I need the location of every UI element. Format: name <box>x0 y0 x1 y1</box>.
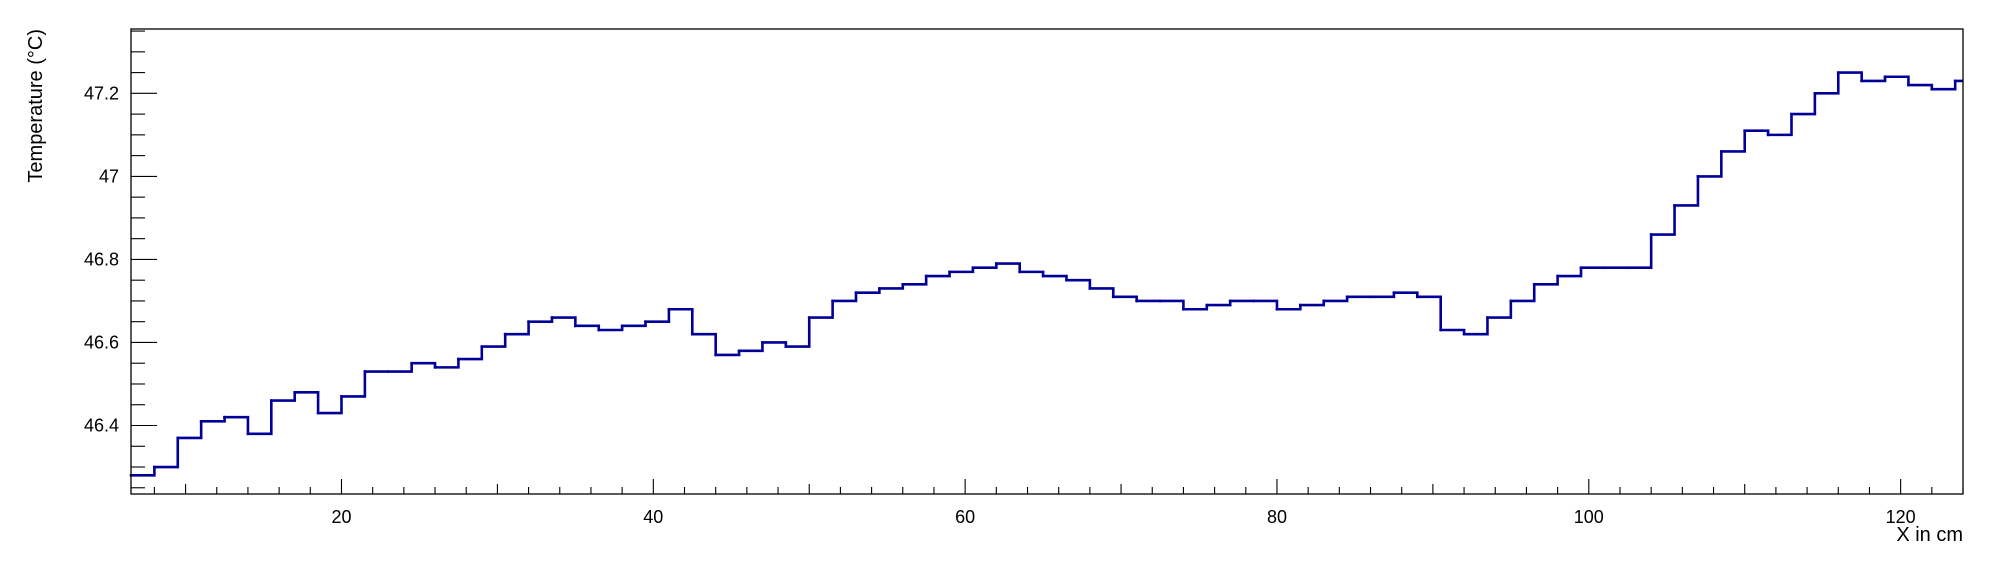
data-point <box>480 345 484 349</box>
data-point <box>901 282 905 286</box>
y-tick-label: 46.8 <box>84 249 119 269</box>
data-point <box>1462 332 1466 336</box>
x-tick-label: 100 <box>1574 507 1604 527</box>
data-point <box>1275 307 1279 311</box>
series-layer <box>129 71 1963 477</box>
data-point <box>1860 79 1864 83</box>
data-point <box>176 436 180 440</box>
data-point <box>1719 150 1723 153</box>
y-tick-label: 47 <box>99 166 119 186</box>
data-point <box>1696 174 1700 178</box>
data-point <box>1345 295 1349 299</box>
data-point <box>1135 299 1139 303</box>
data-point <box>1205 303 1209 307</box>
y-axis-tick-labels: 46.4 46.6 46.8 47 47.2 <box>84 83 119 435</box>
data-point <box>1953 79 1957 83</box>
x-tick-label: 120 <box>1886 507 1916 527</box>
data-point <box>386 370 390 373</box>
y-axis-ticks <box>131 30 157 489</box>
data-point <box>1369 295 1372 299</box>
x-axis-ticks <box>153 479 1964 494</box>
data-point <box>1673 204 1676 207</box>
x-tick-label: 60 <box>955 507 975 527</box>
data-point <box>363 370 367 373</box>
data-point <box>1626 266 1630 270</box>
data-point <box>761 341 764 344</box>
data-point <box>1439 328 1443 332</box>
x-tick-label: 20 <box>331 507 351 527</box>
series-line-0 <box>131 71 1963 477</box>
data-point <box>1298 303 1302 307</box>
data-point <box>433 365 437 369</box>
data-point <box>1579 266 1583 270</box>
data-point <box>1766 133 1770 137</box>
data-point <box>994 262 998 265</box>
data-point <box>1065 278 1068 282</box>
data-point <box>807 316 811 319</box>
data-point <box>340 395 343 398</box>
data-point <box>1322 299 1326 303</box>
data-point <box>199 419 203 423</box>
data-point <box>1088 287 1092 290</box>
y-tick-label: 46.4 <box>84 415 119 435</box>
data-point <box>316 411 320 415</box>
data-point <box>1532 282 1536 286</box>
data-point <box>573 324 577 328</box>
data-point <box>924 274 928 278</box>
data-point <box>1649 233 1653 236</box>
data-point <box>644 320 647 324</box>
data-point <box>527 320 530 324</box>
data-point <box>877 287 881 290</box>
data-point <box>854 291 858 295</box>
data-point <box>1158 299 1162 303</box>
data-point <box>597 328 601 332</box>
data-point <box>1228 299 1232 303</box>
x-tick-label: 80 <box>1267 507 1287 527</box>
y-tick-label: 47.2 <box>84 83 119 103</box>
x-tick-label: 40 <box>643 507 663 527</box>
data-point <box>784 345 788 349</box>
data-point <box>667 307 671 311</box>
data-point <box>550 316 554 319</box>
data-point <box>152 465 156 469</box>
data-point <box>1743 129 1747 133</box>
data-point <box>1883 75 1887 79</box>
data-point <box>223 415 226 419</box>
data-point <box>1111 295 1115 299</box>
data-point <box>1930 87 1934 91</box>
data-point <box>269 399 273 402</box>
data-point <box>831 299 835 303</box>
data-point <box>1041 274 1045 278</box>
data-point <box>503 332 507 336</box>
data-point <box>971 266 975 270</box>
x-axis-label: X in cm <box>1896 524 1963 546</box>
data-point <box>246 432 250 436</box>
data-point <box>1813 91 1817 95</box>
data-point <box>690 332 694 336</box>
data-point <box>457 357 460 361</box>
data-point <box>1556 274 1560 278</box>
data-point <box>1018 270 1022 274</box>
data-point <box>1182 307 1185 311</box>
data-point <box>1415 295 1419 299</box>
y-tick-label: 46.6 <box>84 332 119 352</box>
data-point <box>410 361 414 365</box>
data-point <box>1509 299 1513 303</box>
data-point <box>1836 71 1840 74</box>
data-point <box>293 390 297 394</box>
x-axis-tick-labels: 20 40 60 80 100 120 <box>331 507 1915 527</box>
data-point <box>1602 266 1606 270</box>
data-point <box>948 270 951 274</box>
data-point <box>1790 112 1793 116</box>
y-axis-label: Temperature (°C) <box>25 29 47 183</box>
data-point <box>1907 83 1910 87</box>
plot-frame <box>130 28 1964 495</box>
data-point <box>620 324 624 328</box>
data-point <box>714 353 718 357</box>
data-point <box>1392 291 1396 295</box>
data-point <box>737 349 741 353</box>
data-point <box>1486 316 1489 319</box>
data-point <box>1252 299 1255 303</box>
